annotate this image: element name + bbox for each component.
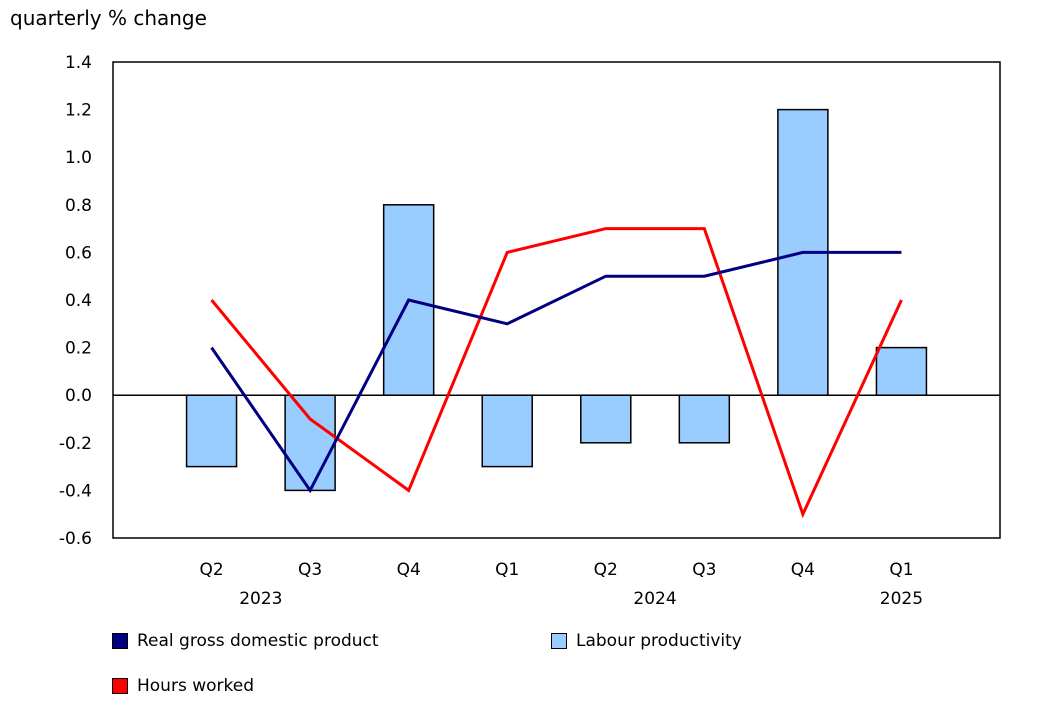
legend-item-hours: Hours worked <box>112 676 254 696</box>
line-hours-worked <box>210 227 903 519</box>
x-year-label: 2025 <box>880 589 923 609</box>
x-tick-label: Q2 <box>199 560 223 580</box>
y-tick-label: 0.0 <box>65 386 92 406</box>
legend-label-productivity: Labour productivity <box>576 631 742 651</box>
x-tick-label: Q3 <box>692 560 716 580</box>
y-tick-label: 1.0 <box>65 148 92 168</box>
y-tick-label: 0.2 <box>65 339 92 359</box>
legend-label-hours: Hours worked <box>137 676 254 696</box>
x-tick-label: Q1 <box>889 560 913 580</box>
x-tick-label: Q1 <box>495 560 519 580</box>
y-tick-label: 1.2 <box>65 101 92 121</box>
bar-labour-productivity <box>678 394 731 444</box>
x-tick-label: Q4 <box>397 560 421 580</box>
x-tick-label: Q4 <box>791 560 815 580</box>
x-tick-label: Q2 <box>594 560 618 580</box>
y-tick-label: -0.6 <box>59 529 92 549</box>
x-year-label: 2024 <box>633 589 676 609</box>
legend-swatch-productivity <box>551 633 567 649</box>
y-tick-label: 0.8 <box>65 196 92 216</box>
y-tick-label: 0.4 <box>65 291 92 311</box>
y-tick-label: 0.6 <box>65 243 92 263</box>
legend-item-productivity: Labour productivity <box>551 631 742 651</box>
x-year-label: 2023 <box>239 589 282 609</box>
legend-label-gdp: Real gross domestic product <box>137 631 379 651</box>
y-tick-label: -0.2 <box>59 434 92 454</box>
x-tick-label: Q3 <box>298 560 322 580</box>
y-tick-label: -0.4 <box>59 481 92 501</box>
legend-item-gdp: Real gross domestic product <box>112 631 379 651</box>
y-tick-label: 1.4 <box>65 53 92 73</box>
bar-labour-productivity <box>875 346 928 396</box>
chart: quarterly % change 1.4 1.2 1.0 0.8 0.6 0.4 0.2… <box>10 6 1001 609</box>
bar-labour-productivity <box>185 394 238 468</box>
legend-swatch-gdp <box>112 633 128 649</box>
plot-frame <box>112 61 1001 539</box>
bar-labour-productivity <box>481 394 533 468</box>
legend-swatch-hours <box>112 678 128 694</box>
line-real-gross-domestic-product <box>210 250 902 494</box>
y-axis-label: quarterly % change <box>10 6 207 30</box>
bar-labour-productivity <box>580 394 632 444</box>
bar-labour-productivity <box>284 394 336 492</box>
